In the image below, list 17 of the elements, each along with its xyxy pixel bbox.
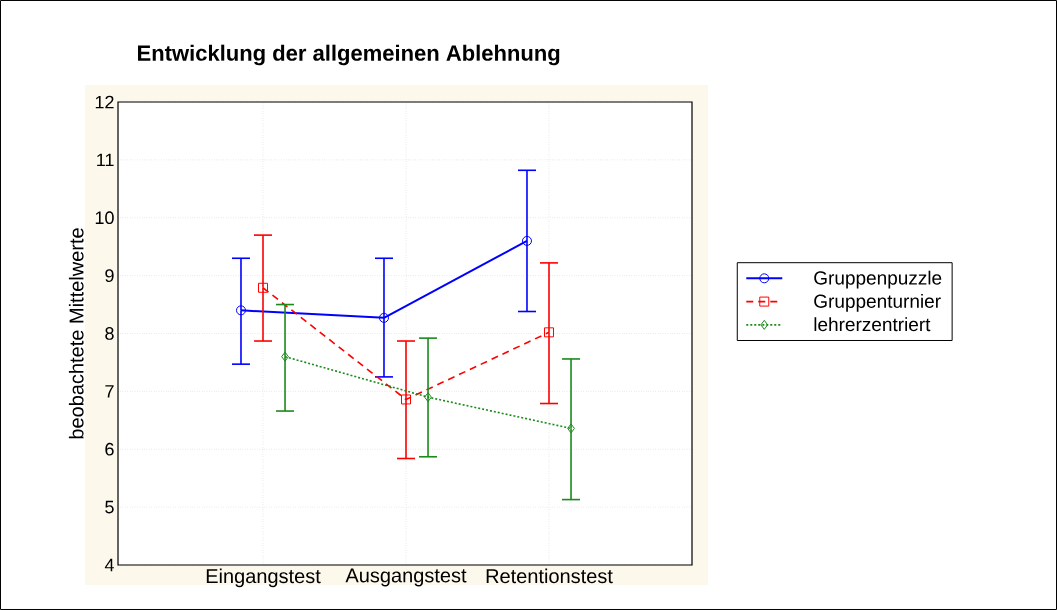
x-tick-label: Ausgangstest	[345, 568, 467, 587]
y-tick-label: 7	[105, 385, 114, 398]
y-tick-label: 9	[105, 269, 114, 282]
y-axis-title: beobachtete Mittelwerte	[68, 228, 84, 439]
y-tick-label: 6	[105, 442, 114, 456]
legend-label: lehrerzentriert	[814, 317, 931, 332]
y-tick-label: 12	[95, 95, 114, 109]
y-tick-label: 5	[105, 500, 114, 514]
y-tick-label: 11	[97, 153, 114, 167]
y-tick-label: 4	[104, 558, 114, 572]
x-tick-label: Eingangstest	[206, 568, 321, 588]
legend-label: Gruppenturnier	[814, 293, 941, 312]
y-tick-label: 8	[105, 327, 114, 340]
x-tick-label: Retentionstest	[486, 568, 613, 584]
legend-label: Gruppenpuzzle	[814, 270, 942, 289]
chart-title: Entwicklung der allgemeinen Ablehnung	[138, 44, 560, 66]
y-tick-label: 10	[95, 211, 114, 225]
